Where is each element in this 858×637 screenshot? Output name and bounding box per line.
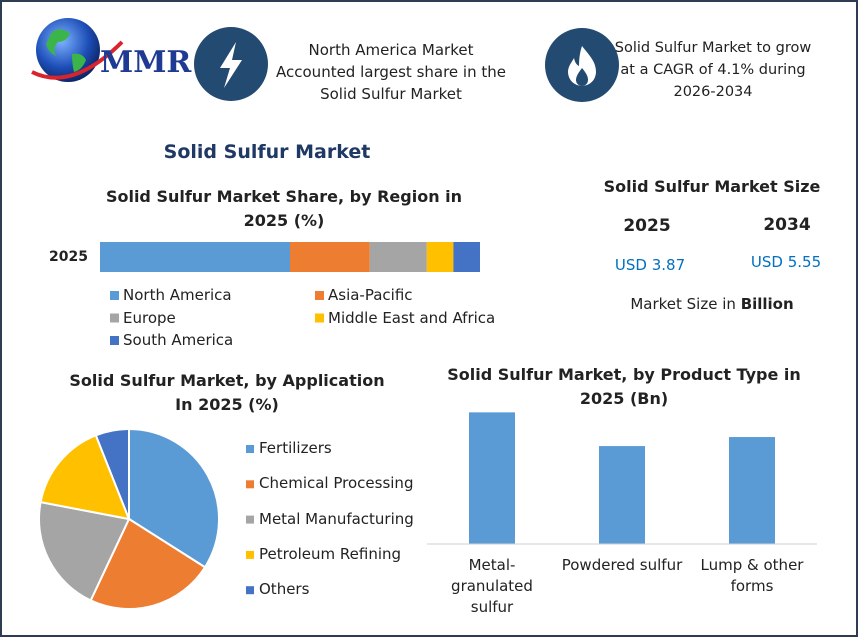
bar [599,446,645,544]
size-year: 2025 [623,216,671,236]
icon-flame-core [576,68,588,86]
size-note-unit: Billion [740,295,794,313]
logo-globe [36,18,100,82]
legend-label: Fertilizers [259,439,332,457]
legend-swatch [246,445,254,453]
legend-label: Asia-Pacific [328,286,413,304]
legend-label: Chemical Processing [259,474,414,493]
legend-label: Metal Manufacturing [259,509,414,528]
bar [469,412,515,544]
logo-swoosh [31,40,124,80]
legend-swatch [246,480,254,489]
info-text: 2026-2034 [673,84,753,100]
bar-segment [369,242,427,272]
info-text: Solid Sulfur Market to grow [614,40,812,56]
size-note-text: Market Size in [630,295,736,313]
icon-bolt [220,42,242,88]
legend-swatch [315,313,324,323]
legend-label: Others [259,580,310,599]
page-title: Solid Sulfur Market [163,141,371,163]
bar-segment [290,242,370,272]
legend-label: North America [123,286,232,304]
size-note: Market Size in Billion [592,294,832,314]
legend-swatch [110,291,119,300]
size-value: USD 3.87 [614,256,686,274]
size-year: 2034 [763,215,811,235]
bar-segment [100,242,290,272]
legend-swatch [315,291,324,300]
legend-label: Middle East and Africa [328,308,496,327]
pie-slice [94,427,130,520]
x-tick-label: Powdered sulfur [561,556,683,574]
info-text: North America Market [308,41,474,59]
legend-swatch [246,515,254,524]
legend-swatch [246,550,254,559]
size-value: USD 5.55 [750,253,822,271]
bar [729,437,775,544]
pie-slice [39,434,131,521]
size-title: Solid Sulfur Market Size [603,177,821,196]
chart-title: Solid Sulfur Market, by Product Type in … [447,365,801,408]
legend-label: Petroleum Refining [259,544,402,563]
x-tick-label: Metal-granulated sulfur [451,556,533,616]
logo-land [46,29,86,72]
legend-label: Europe [123,308,176,327]
legend-swatch [110,313,119,323]
bar-segment [426,242,454,272]
logo-text: MMR [100,45,192,80]
info-text: Solid Sulfur Market [320,85,462,103]
chart-title: Solid Sulfur Market, by Application In 2… [69,371,385,414]
y-tick-label: 2025 [49,249,88,265]
chart-title: Solid Sulfur Market Share, by Region in … [105,187,463,230]
pie-slice [38,500,131,602]
bar-segment [453,242,480,272]
legend-swatch [110,336,119,345]
info-text: at a CAGR of 4.1% during [620,62,806,78]
icon-flame [568,46,596,86]
legend-swatch [246,586,254,595]
legend-label: South America [123,331,234,349]
info-text: Accounted largest share in the [276,63,506,81]
x-tick-label: Lump & other forms [700,556,804,595]
